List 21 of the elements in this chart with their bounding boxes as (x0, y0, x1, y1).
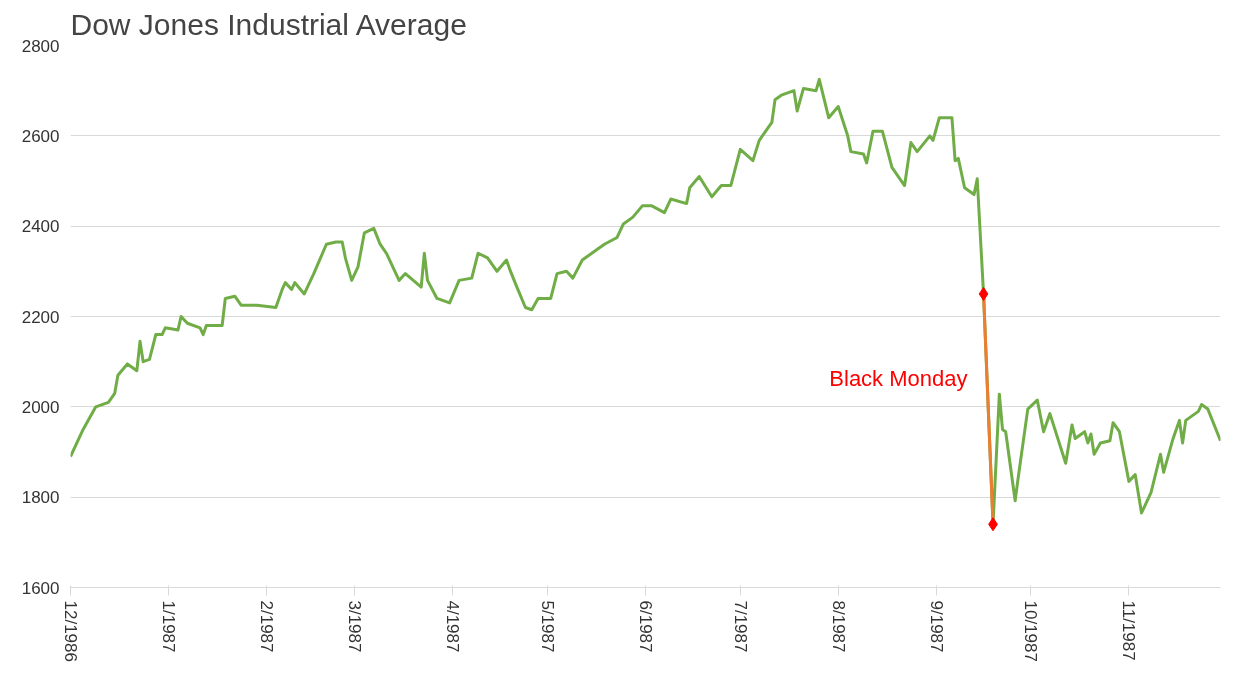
y-tick-label: 2800 (21, 36, 60, 56)
chart-title: Dow Jones Industrial Average (70, 7, 467, 41)
x-tick-label: 3/1987 (345, 600, 365, 653)
annotation: Black Monday (829, 366, 968, 391)
x-tick-label: 4/1987 (443, 600, 463, 653)
x-tick-label: 10/1987 (1021, 600, 1041, 662)
x-tick-label: 9/1987 (926, 600, 946, 653)
x-tick-label: 2/1987 (256, 600, 276, 653)
y-tick-label: 2200 (21, 307, 60, 327)
x-tick-label: 11/1987 (1119, 600, 1139, 661)
y-tick-label: 2400 (21, 217, 60, 237)
y-tick-label: 2000 (21, 397, 60, 417)
x-tick-label: 1/1987 (158, 600, 178, 653)
x-tick-label: 7/1987 (730, 600, 750, 653)
y-tick-label: 1600 (21, 578, 60, 598)
x-tick-label: 6/1987 (636, 600, 655, 653)
y-tick-label: 1800 (21, 488, 60, 508)
x-tick-label: 12/1986 (61, 600, 80, 662)
y-tick-label: 2600 (21, 126, 60, 146)
x-tick-label: 5/1987 (538, 600, 558, 653)
x-tick-label: 8/1987 (828, 600, 848, 653)
